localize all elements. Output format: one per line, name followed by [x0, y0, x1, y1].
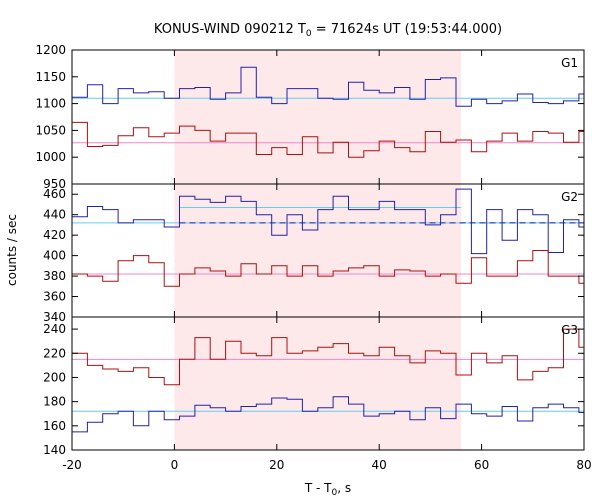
y-tick-label: 140 — [43, 443, 66, 457]
y-tick-label: 340 — [43, 310, 66, 324]
x-tick-label: -20 — [62, 458, 82, 472]
y-tick-label: 1150 — [35, 70, 66, 84]
y-tick-label: 180 — [43, 395, 66, 409]
x-axis-label: T - T0, s — [304, 481, 351, 498]
panel-frame — [71, 316, 585, 451]
y-tick-label: 360 — [43, 290, 66, 304]
xlabel-subscript: 0 — [332, 488, 338, 498]
y-tick-label: 240 — [43, 322, 66, 336]
chart-title: KONUS-WIND 090212 T0 = 71624s UT (19:53:… — [154, 22, 502, 39]
x-tick-label: 60 — [474, 458, 489, 472]
y-tick-label: 400 — [43, 249, 66, 263]
y-tick-label: 1050 — [35, 123, 66, 137]
panel-g3: 140 160 180 200 220 240 G3 — [43, 316, 585, 457]
shaded-interval — [174, 50, 462, 450]
series-step-line — [72, 121, 584, 158]
x-tick-label: 0 — [171, 458, 179, 472]
x-tick-label: 40 — [372, 458, 387, 472]
xlabel-main: T - T — [304, 481, 332, 495]
y-tick-label: 220 — [43, 346, 66, 360]
y-tick-label: 380 — [43, 269, 66, 283]
series-step-line — [72, 250, 584, 287]
title-rest: = 71624s UT (19:53:44.000) — [312, 22, 502, 37]
series-step-line — [72, 328, 584, 386]
x-tick-label: 80 — [576, 458, 591, 472]
y-tick-label: 950 — [43, 177, 66, 191]
panel-label: G3 — [561, 323, 578, 337]
y-tick-label: 160 — [43, 419, 66, 433]
x-tick-label: 20 — [269, 458, 284, 472]
xlabel-rest: , s — [337, 481, 351, 495]
y-tick-label: 1100 — [35, 97, 66, 111]
panel-label: G2 — [561, 190, 578, 204]
panel-g2: 340 360 380 400 420 440 460 G2 — [43, 183, 585, 324]
series-step-line — [72, 66, 584, 107]
title-main: KONUS-WIND 090212 T — [154, 22, 306, 37]
y-tick-label: 1000 — [35, 150, 66, 164]
y-tick-label: 1200 — [35, 43, 66, 57]
series-step-line — [72, 188, 584, 255]
y-tick-label: 200 — [43, 370, 66, 384]
y-tick-label: 420 — [43, 228, 66, 242]
y-tick-label: 460 — [43, 187, 66, 201]
panel-label: G1 — [561, 56, 578, 70]
plot-panels: 95010001050110011501200G1340360380400420… — [35, 43, 591, 472]
title-subscript: 0 — [306, 29, 312, 39]
y-tick-label: 440 — [43, 208, 66, 222]
panel-g1: 950 1000 1050 1100 1150 1200 G1 — [35, 43, 585, 191]
y-axis-label: counts / sec — [5, 214, 19, 286]
series-step-line — [72, 396, 584, 433]
